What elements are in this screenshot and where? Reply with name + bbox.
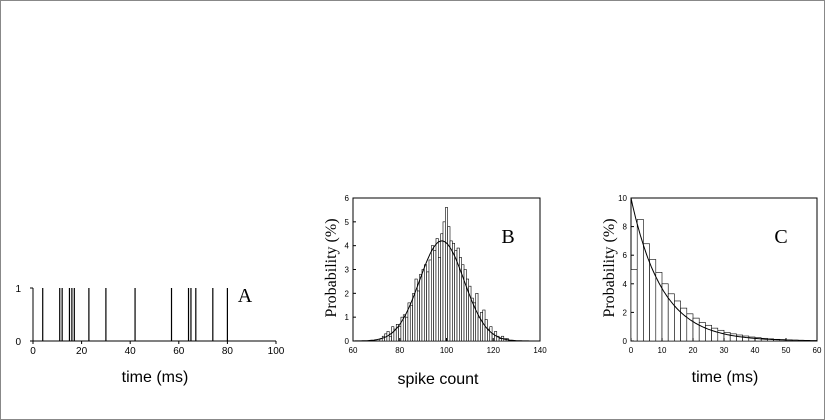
histogram-bar-115 xyxy=(480,312,484,342)
panel-a-plot-area: 0 20 40 60 80 100 0 1 xyxy=(15,284,284,357)
panel-a-x-tick-label: 20 xyxy=(76,346,88,357)
panel-b-letter: B xyxy=(501,226,514,248)
panel-c-y-tick-label: 4 xyxy=(623,280,628,289)
histogram-bar-99 xyxy=(442,221,446,342)
histogram-bar-95 xyxy=(433,250,437,342)
histogram-bar-94 xyxy=(431,245,434,342)
histogram-bar-92 xyxy=(426,271,430,342)
panel-c-y-label: Probability (%) xyxy=(601,218,618,317)
panel-a-letter: A xyxy=(238,285,253,307)
panel-b-plot-area: 60 80 100 120 140 0 1 2 3 4 5 6 xyxy=(345,194,548,355)
histogram-bar-104 xyxy=(454,250,458,342)
isi-bar-20 xyxy=(692,317,700,342)
histogram-bar-123 xyxy=(498,338,502,342)
panel-c-y-tick-label: 0 xyxy=(623,337,628,346)
panel-a-y-tick-label: 1 xyxy=(15,284,21,295)
panel-b-y-tick-label: 1 xyxy=(345,313,350,322)
panel-c-x-label: time (ms) xyxy=(692,369,759,386)
panel-b-x-tick-label: 60 xyxy=(349,346,358,355)
histogram-bar-97 xyxy=(438,257,441,342)
panel-a-x-tick-label: 100 xyxy=(268,346,285,357)
panel-c-y-tick-label: 2 xyxy=(623,308,628,317)
histogram-bar-90 xyxy=(421,269,425,342)
panel-c-x-tick-label: 50 xyxy=(782,346,791,355)
panel-b-x-tick-label: 80 xyxy=(395,346,404,355)
isi-bar-10 xyxy=(661,283,669,342)
histogram-bar-113 xyxy=(475,293,479,342)
isi-bar-2 xyxy=(636,219,644,342)
histogram-bar-83 xyxy=(405,316,409,342)
histogram-bar-76 xyxy=(388,335,392,342)
isi-bar-12 xyxy=(667,293,675,342)
isi-bar-6 xyxy=(649,259,657,342)
histogram-bar-100 xyxy=(445,207,448,342)
histogram-bar-98 xyxy=(440,233,444,342)
histogram-bar-88 xyxy=(416,290,420,342)
isi-bar-24 xyxy=(705,324,712,342)
panel-b: 60 80 100 120 140 0 1 2 3 4 5 6 spike count Probabi… xyxy=(323,194,547,388)
histogram-bar-77 xyxy=(391,326,395,342)
panel-a-x-tick-label: 60 xyxy=(173,346,185,357)
histogram-bar-114 xyxy=(477,316,481,342)
panel-a-x-tick-label: 80 xyxy=(222,346,234,357)
isi-bar-26 xyxy=(711,327,719,342)
panel-b-x-label: spike count xyxy=(398,371,479,388)
panel-c-x-tick-label: 30 xyxy=(720,346,729,355)
panel-b-fit-curve xyxy=(353,240,540,342)
histogram-bar-89 xyxy=(419,273,423,342)
panel-c-x-tick-label: 40 xyxy=(751,346,760,355)
panel-a-y-tick-label: 0 xyxy=(15,337,21,348)
histogram-bar-93 xyxy=(428,259,432,342)
panel-c-y-tick-label: 6 xyxy=(623,251,628,260)
panel-b-x-tick-label: 120 xyxy=(487,346,501,355)
panel-c-y-tick-label: 10 xyxy=(618,194,627,203)
histogram-bar-96 xyxy=(435,238,439,342)
histogram-bar-85 xyxy=(409,304,413,342)
panel-c: 0 10 20 30 40 50 60 0 2 4 6 8 10 time (ms) Probabili… xyxy=(601,194,822,386)
histogram-bar-102 xyxy=(449,240,453,342)
histogram-bar-86 xyxy=(412,293,416,342)
histogram-bar-117 xyxy=(484,319,488,342)
histogram-bar-103 xyxy=(452,242,455,342)
histogram-bar-91 xyxy=(423,264,427,342)
panel-c-x-tick-label: 60 xyxy=(813,346,822,355)
panel-b-y-tick-label: 6 xyxy=(345,194,350,203)
panel-c-x-tick-label: 0 xyxy=(629,346,634,355)
panel-a-x-label: time (ms) xyxy=(122,369,189,386)
panel-a-x-tick-label: 0 xyxy=(30,346,36,357)
panel-b-y-tick-label: 2 xyxy=(345,289,350,298)
panel-b-y-label: Probability (%) xyxy=(323,218,340,317)
isi-bar-4 xyxy=(643,243,650,342)
panel-b-x-tick-label: 140 xyxy=(533,346,547,355)
panel-c-x-tick-label: 20 xyxy=(689,346,698,355)
isi-bar-0 xyxy=(630,269,638,342)
panel-b-y-tick-label: 5 xyxy=(345,218,350,227)
panel-c-y-tick-label: 8 xyxy=(623,223,628,232)
panel-a: 0 20 40 60 80 100 0 1 time (ms) A xyxy=(15,284,284,386)
panel-b-x-tick-label: 100 xyxy=(440,346,454,355)
histogram-bar-101 xyxy=(447,226,451,342)
isi-bar-28 xyxy=(717,329,725,342)
panel-b-y-tick-label: 0 xyxy=(345,337,350,346)
panel-c-letter: C xyxy=(774,226,787,248)
histogram-bar-119 xyxy=(489,326,493,342)
panel-a-x-tick-label: 40 xyxy=(125,346,137,357)
panel-b-y-tick-label: 3 xyxy=(345,266,350,275)
panel-c-x-tick-label: 10 xyxy=(658,346,667,355)
panel-b-y-tick-label: 4 xyxy=(345,242,350,251)
panel-c-plot-area: 0 10 20 30 40 50 60 0 2 4 6 8 10 xyxy=(618,194,822,355)
